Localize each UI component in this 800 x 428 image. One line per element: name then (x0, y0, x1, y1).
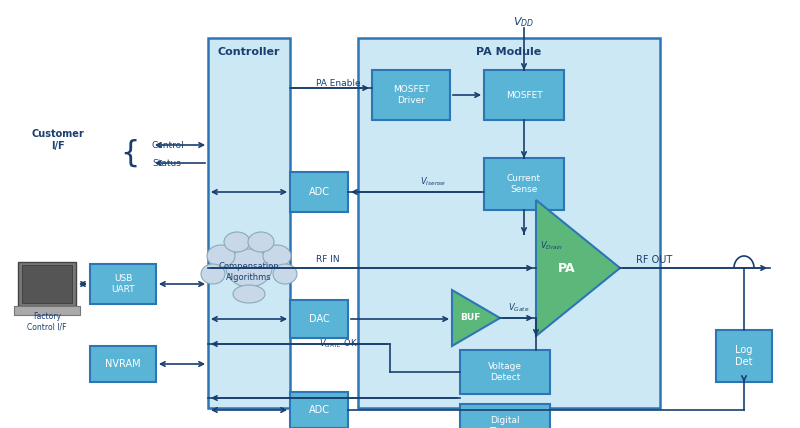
Bar (290, 300, 348, 338)
Bar (22, 265, 72, 303)
Text: Digital
Therm.: Digital Therm. (489, 416, 521, 428)
Text: DAC: DAC (309, 314, 330, 324)
Text: MOSFET: MOSFET (506, 90, 542, 99)
Ellipse shape (226, 249, 272, 287)
Text: Voltage
Detect: Voltage Detect (488, 362, 522, 382)
Text: Compensation
Algorithms: Compensation Algorithms (218, 262, 279, 282)
Ellipse shape (233, 285, 265, 303)
Text: PA Enable: PA Enable (316, 78, 360, 87)
Bar (14, 306, 80, 315)
Ellipse shape (201, 264, 225, 284)
Text: NVRAM: NVRAM (105, 359, 141, 369)
Text: Customer
I/F: Customer I/F (32, 129, 84, 151)
Bar (90, 346, 156, 382)
Text: Controller: Controller (218, 47, 280, 57)
Bar (372, 70, 450, 120)
Text: Current
Sense: Current Sense (507, 174, 541, 194)
Polygon shape (452, 290, 500, 346)
Text: $V_{Gate}$: $V_{Gate}$ (508, 302, 530, 314)
Bar (358, 38, 660, 408)
Bar (716, 330, 772, 382)
Text: ADC: ADC (309, 405, 330, 415)
Ellipse shape (224, 232, 250, 252)
Text: Log
Det: Log Det (735, 345, 753, 367)
Bar (460, 404, 550, 428)
Text: PA: PA (558, 262, 576, 274)
Bar (290, 172, 348, 212)
Text: $V_{DD}$: $V_{DD}$ (514, 15, 534, 29)
Text: USB
UART: USB UART (111, 274, 135, 294)
Ellipse shape (273, 264, 297, 284)
Text: {: { (120, 139, 140, 167)
Ellipse shape (248, 232, 274, 252)
Bar (290, 392, 348, 428)
Ellipse shape (207, 245, 235, 267)
Text: RF IN: RF IN (316, 256, 340, 265)
Text: $V_{GATE}$ OK: $V_{GATE}$ OK (318, 338, 358, 350)
Bar (208, 38, 290, 408)
Bar (18, 262, 76, 306)
Polygon shape (536, 200, 620, 336)
Text: MOSFET
Driver: MOSFET Driver (393, 85, 430, 105)
Text: Status: Status (152, 158, 181, 167)
Text: $V_{Drain}$: $V_{Drain}$ (540, 240, 563, 252)
Text: RF OUT: RF OUT (636, 255, 672, 265)
Text: ADC: ADC (309, 187, 330, 197)
Bar (484, 70, 564, 120)
Bar (460, 350, 550, 394)
Text: Control: Control (152, 140, 185, 149)
Ellipse shape (263, 245, 291, 267)
Text: Factory
Control I/F: Factory Control I/F (27, 312, 66, 332)
Bar (484, 158, 564, 210)
Bar (90, 264, 156, 304)
Text: PA Module: PA Module (476, 47, 542, 57)
Text: $V_{Isense}$: $V_{Isense}$ (420, 176, 446, 188)
Text: BUF: BUF (460, 313, 480, 323)
